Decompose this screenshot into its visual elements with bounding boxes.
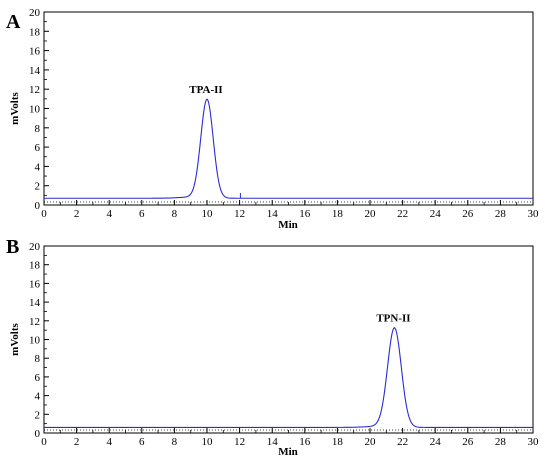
chromatogram-panel-b: 0 2 4 6 8 10 12 14 16 18 20 22 24 26 28 300246810121416…	[6, 236, 539, 458]
peak-label: TPA-II	[189, 84, 222, 96]
x-tick-label: 24	[430, 436, 442, 448]
y-tick-label: 20	[29, 7, 41, 19]
y-tick-label: 12	[29, 84, 40, 96]
x-tick-label: 10	[202, 208, 214, 220]
y-tick-label: 14	[29, 297, 41, 309]
x-tick-label: 20	[365, 208, 377, 220]
panel-label: B	[6, 236, 19, 258]
x-tick-label: 4	[106, 436, 112, 448]
x-tick-label: 0	[41, 208, 47, 220]
y-axis-title: mVolts	[9, 322, 21, 355]
x-tick-label: 2	[74, 436, 80, 448]
panel-label: A	[6, 11, 21, 33]
plot-area-frame	[43, 11, 534, 206]
x-tick-label: 18	[332, 436, 344, 448]
x-tick-label: 16	[299, 208, 311, 220]
y-tick-label: 6	[35, 372, 41, 384]
y-axis-title: mVolts	[9, 91, 21, 124]
x-axis-title: Min	[278, 219, 298, 231]
y-tick-label: 20	[29, 241, 41, 253]
y-tick-label: 8	[35, 123, 41, 135]
y-tick-label: 18	[29, 26, 41, 38]
x-tick-label: 20	[365, 436, 377, 448]
x-tick-label: 6	[139, 208, 145, 220]
y-tick-label: 8	[35, 353, 41, 365]
x-tick-label: 8	[172, 208, 178, 220]
chromatogram-trace	[44, 98, 533, 199]
x-tick-label: 30	[528, 208, 540, 220]
x-tick-label: 14	[267, 436, 279, 448]
x-tick-label: 28	[495, 436, 507, 448]
x-tick-label: 14	[267, 208, 279, 220]
x-tick-label: 28	[495, 208, 507, 220]
x-tick-label: 22	[397, 436, 408, 448]
x-tick-label: 0	[41, 436, 47, 448]
y-tick-label: 0	[35, 200, 41, 212]
x-tick-label: 24	[430, 208, 442, 220]
x-axis-title: Min	[278, 446, 298, 458]
y-tick-label: 4	[35, 161, 41, 173]
y-tick-label: 10	[29, 104, 41, 116]
y-tick-label: 4	[35, 391, 41, 403]
y-tick-label: 14	[29, 65, 41, 77]
x-tick-label: 26	[462, 436, 474, 448]
y-tick-label: 16	[29, 46, 41, 58]
x-tick-label: 10	[202, 436, 214, 448]
x-tick-label: 30	[528, 436, 540, 448]
x-tick-label: 16	[299, 436, 311, 448]
peak-label: TPN-II	[376, 312, 410, 324]
y-tick-label: 16	[29, 278, 41, 290]
plot-area-frame	[43, 245, 534, 434]
x-tick-label: 2	[74, 208, 80, 220]
y-tick-label: 6	[35, 142, 41, 154]
y-tick-label: 18	[29, 260, 41, 272]
chromatogram-panel-a: 0 2 4 6 8 10 12 14 16 18 20 22 24 26 28 300246810121416…	[6, 7, 539, 231]
x-tick-label: 12	[234, 436, 245, 448]
x-tick-label: 8	[172, 436, 178, 448]
y-tick-label: 0	[35, 428, 41, 440]
y-tick-label: 12	[29, 316, 40, 328]
y-tick-label: 2	[35, 181, 41, 193]
x-tick-label: 6	[139, 436, 145, 448]
y-tick-label: 2	[35, 409, 41, 421]
x-tick-label: 4	[106, 208, 112, 220]
y-tick-label: 10	[29, 335, 41, 347]
x-tick-label: 22	[397, 208, 408, 220]
x-tick-label: 18	[332, 208, 344, 220]
x-tick-label: 26	[462, 208, 474, 220]
chromatogram-trace	[44, 326, 533, 428]
x-tick-label: 12	[234, 208, 245, 220]
